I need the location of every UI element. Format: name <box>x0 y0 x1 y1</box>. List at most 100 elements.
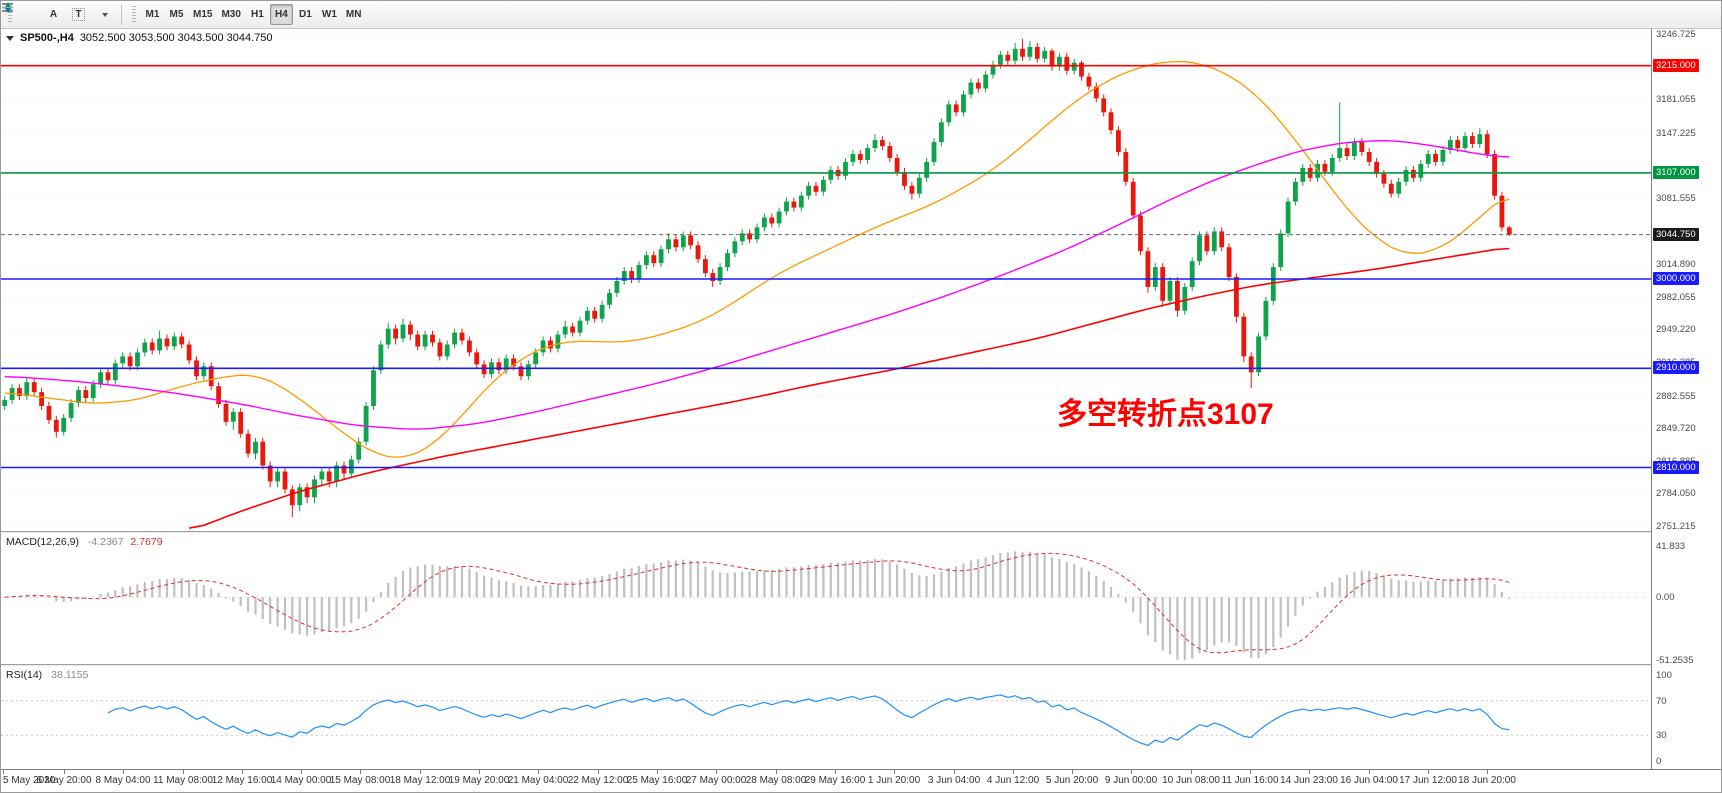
time-tick <box>538 770 539 774</box>
timeframe-button-mn[interactable]: MN <box>345 9 362 20</box>
moving-average-MA-fast[interactable] <box>4 60 1510 458</box>
time-label: 17 Jun 12:00 <box>1399 775 1457 786</box>
text-label-tool-button[interactable]: T <box>67 4 90 25</box>
timeframe-button-m5[interactable]: M5 <box>169 9 184 20</box>
time-label: 8 May 04:00 <box>95 775 151 786</box>
time-label: 10 Jun 08:00 <box>1162 775 1220 786</box>
price-chart-panel[interactable]: SP500-,H4 3052.500 3053.500 3043.500 304… <box>1 29 1651 531</box>
time-label: 29 May 16:00 <box>804 775 866 786</box>
ohlc-values: 3052.500 3053.500 3043.500 3044.750 <box>79 32 273 44</box>
chart-windows-button[interactable] <box>2 3 40 25</box>
rsi-canvas[interactable] <box>1 667 1651 769</box>
time-label: 1 Jun 20:00 <box>867 775 921 786</box>
timeframe-button-m30[interactable]: M30 <box>221 9 241 20</box>
rsi-header: RSI(14) 38.1155 <box>6 669 88 681</box>
time-tick <box>1487 770 1488 774</box>
time-label: 12 May 16:00 <box>211 775 273 786</box>
time-label: 5 May 2020 <box>3 775 56 786</box>
rsi-label: RSI(14) <box>6 669 43 681</box>
price-tick-label: 3081.555 <box>1656 193 1696 204</box>
time-tick <box>1250 770 1251 774</box>
time-tick <box>64 770 65 774</box>
time-label: 16 Jun 04:00 <box>1340 775 1398 786</box>
time-label: 18 Jun 20:00 <box>1458 775 1516 786</box>
time-label: 9 Jun 00:00 <box>1104 775 1158 786</box>
time-tick <box>242 770 243 774</box>
time-label: 4 Jun 12:00 <box>986 775 1040 786</box>
panel-splitter[interactable] <box>1 531 1721 534</box>
price-line-label: 3000.000 <box>1653 272 1699 285</box>
price-line-label: 2810.000 <box>1653 461 1699 474</box>
time-label: 18 May 12:00 <box>389 775 451 786</box>
panel-splitter[interactable] <box>1 664 1721 667</box>
timeframe-button-m15[interactable]: M15 <box>193 9 213 20</box>
annotation-text[interactable]: 多空转折点3107 <box>1057 398 1274 431</box>
price-tick-label: 3014.890 <box>1656 259 1696 270</box>
time-tick <box>894 770 895 774</box>
time-tick <box>1131 770 1132 774</box>
time-label: 27 May 00:00 <box>685 775 747 786</box>
price-line-label: 2910.000 <box>1653 361 1699 374</box>
price-tick-label: 3147.225 <box>1656 128 1696 139</box>
time-label: 14 May 00:00 <box>270 775 332 786</box>
time-label: 19 May 20:00 <box>448 775 510 786</box>
macd-signal-line <box>4 552 1510 654</box>
moving-average-MA-medium[interactable] <box>4 139 1510 430</box>
toolbar-grip[interactable] <box>8 5 12 24</box>
rsi-axis-label: 70 <box>1656 696 1667 707</box>
order-arrows-button[interactable] <box>5 2 115 25</box>
macd-panel[interactable]: MACD(12,26,9) -4.2367 2.7679 <box>1 534 1651 664</box>
macd-axis-label: 41.833 <box>1656 541 1686 552</box>
time-tick <box>657 770 658 774</box>
macd-main-value: -4.2367 <box>87 536 124 548</box>
price-tick-label: 2784.050 <box>1656 488 1696 499</box>
macd-label: MACD(12,26,9) <box>6 536 79 548</box>
chevron-down-icon <box>102 12 108 17</box>
timeframe-button-d1[interactable]: D1 <box>299 9 312 20</box>
time-tick <box>123 770 124 774</box>
time-tick <box>954 770 955 774</box>
up-down-arrows-icon <box>5 2 11 13</box>
price-chart-canvas[interactable] <box>1 29 1651 531</box>
price-line-label: 3215.000 <box>1653 59 1699 72</box>
timeframe-button-h4[interactable]: H4 <box>269 4 293 25</box>
macd-axis-label: -51.2535 <box>1656 655 1694 666</box>
rsi-panel[interactable]: RSI(14) 38.1155 <box>1 667 1651 769</box>
time-tick <box>183 770 184 774</box>
timeframe-button-m1[interactable]: M1 <box>145 9 160 20</box>
price-axis[interactable]: 3246.725 3181.055 3147.225 3081.555 3014.890… <box>1651 29 1721 769</box>
time-tick <box>835 770 836 774</box>
price-gridlines <box>1 33 1651 527</box>
timeframe-button-w1[interactable]: W1 <box>321 9 337 20</box>
price-tick-label: 3246.725 <box>1656 29 1696 40</box>
time-label: 11 May 08:00 <box>153 775 213 786</box>
toolbar-separator <box>121 4 122 25</box>
time-label: 11 Jun 16:00 <box>1221 775 1279 786</box>
price-tick-label: 2751.215 <box>1656 521 1696 532</box>
time-tick <box>598 770 599 774</box>
time-label: 14 Jun 23:00 <box>1280 775 1338 786</box>
time-tick <box>1369 770 1370 774</box>
moving-average-MA-slow[interactable] <box>188 247 1510 529</box>
time-tick <box>360 770 361 774</box>
rsi-axis-label: 100 <box>1656 670 1672 681</box>
price-line-label: 3107.000 <box>1653 166 1699 179</box>
time-axis[interactable]: 5 May 2020 6 May 20:00 8 May 04:00 11 May 0… <box>1 769 1721 792</box>
time-tick <box>1072 770 1073 774</box>
time-label: 22 May 12:00 <box>567 775 629 786</box>
macd-canvas[interactable] <box>1 534 1651 664</box>
macd-header: MACD(12,26,9) -4.2367 2.7679 <box>6 536 163 548</box>
time-tick <box>1309 770 1310 774</box>
symbol-header: SP500-,H4 3052.500 3053.500 3043.500 304… <box>6 32 273 44</box>
timeframe-button-h1[interactable]: H1 <box>251 9 264 20</box>
timeframe-grip[interactable] <box>132 5 136 24</box>
price-tick-label: 2849.720 <box>1656 423 1696 434</box>
time-tick <box>3 770 4 774</box>
cursor-tool-button[interactable]: A <box>42 4 65 25</box>
chart-dropdown-icon[interactable] <box>6 35 14 41</box>
time-tick <box>1013 770 1014 774</box>
candles[interactable] <box>2 38 1512 518</box>
rsi-line <box>107 694 1510 747</box>
